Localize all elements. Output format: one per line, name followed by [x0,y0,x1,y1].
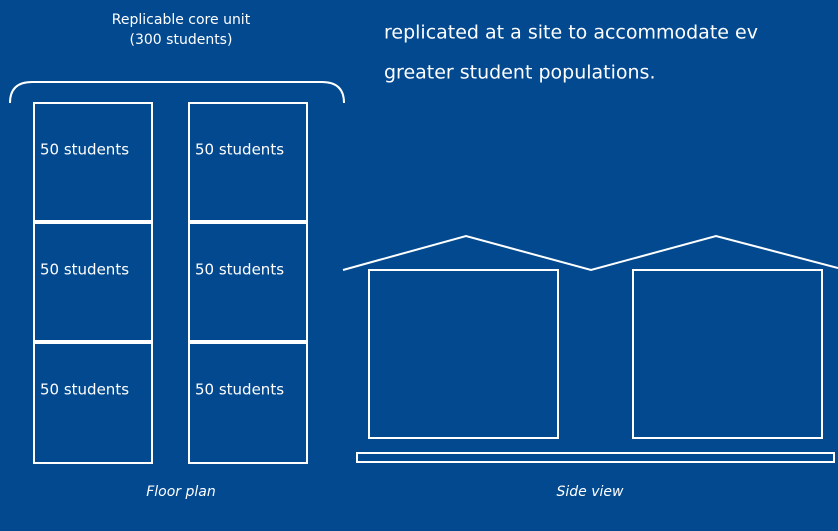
caption: Side view [557,484,625,500]
room-label: 50 students [195,261,284,279]
room-label: 50 students [40,261,129,279]
core-unit-title: Replicable core unit [112,12,251,28]
building [368,269,559,439]
room-label: 50 students [40,381,129,399]
brace [9,81,345,104]
core-unit-subtitle: (300 students) [130,32,233,48]
room [188,102,308,222]
room [188,342,308,464]
room-label: 50 students [40,141,129,159]
room [33,102,153,222]
room [188,222,308,342]
caption: Floor plan [146,484,216,500]
roof [342,234,838,272]
building [632,269,823,439]
body-text: greater student populations. [384,62,656,84]
ground [356,452,835,463]
floor-plan: 50 students 50 students 50 students 50 stud… [33,102,308,464]
room [33,342,153,464]
body-text: replicated at a site to accommodate ev [384,22,758,44]
room-label: 50 students [195,381,284,399]
room-label: 50 students [195,141,284,159]
room [33,222,153,342]
